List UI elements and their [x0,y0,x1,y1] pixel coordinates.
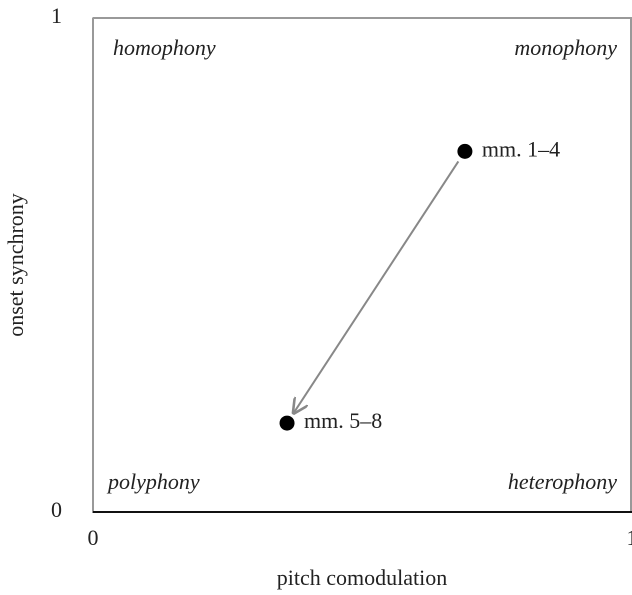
y-tick-label: 1 [51,3,62,28]
point [279,415,295,431]
quadrant-label: homophony [113,35,216,60]
quadrant-label: heterophony [508,469,617,494]
point [457,143,473,159]
y-axis-label: onset synchrony [3,193,28,337]
point-label: mm. 1–4 [482,136,560,161]
quadrant-label: polyphony [106,469,200,494]
quadrant-label: monophony [514,35,617,60]
x-axis-label: pitch comodulation [277,565,447,590]
point-label: mm. 5–8 [304,408,382,433]
x-tick-label: 0 [88,525,99,550]
x-tick-label: 1 [627,525,632,550]
arrow [294,160,460,413]
y-tick-label: 0 [51,497,62,522]
